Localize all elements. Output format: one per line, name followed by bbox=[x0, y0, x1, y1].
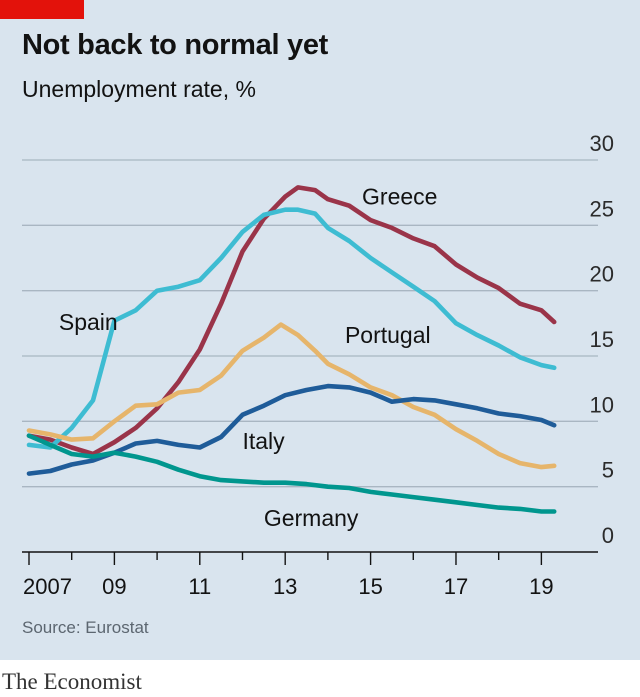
source-note: Source: Eurostat bbox=[22, 618, 149, 637]
x-tick-label: 17 bbox=[444, 574, 468, 599]
brand-logo: The Economist bbox=[2, 669, 142, 694]
series-lines bbox=[26, 185, 557, 514]
x-tick-label: 13 bbox=[273, 574, 297, 599]
x-tick-label: 19 bbox=[529, 574, 553, 599]
series-line-portugal bbox=[26, 322, 557, 470]
y-tick-label: 5 bbox=[602, 458, 614, 483]
y-axis-ticks: 0 5 10 15 20 25 30 bbox=[590, 131, 614, 548]
series-label-italy: Italy bbox=[242, 428, 285, 454]
y-tick-label: 30 bbox=[590, 131, 614, 156]
y-tick-label: 25 bbox=[590, 196, 614, 221]
series-label-spain: Spain bbox=[59, 309, 118, 335]
chart-panel bbox=[0, 0, 640, 660]
series-line-spain bbox=[26, 207, 557, 450]
series-label-germany: Germany bbox=[264, 505, 359, 531]
x-tick-label: 09 bbox=[102, 574, 126, 599]
brand-red-tag bbox=[0, 0, 84, 19]
series-label-greece: Greece bbox=[362, 183, 437, 209]
chart-subtitle: Unemployment rate, % bbox=[22, 76, 256, 102]
y-tick-label: 15 bbox=[590, 327, 614, 352]
y-tick-label: 10 bbox=[590, 392, 614, 417]
y-tick-label: 20 bbox=[590, 262, 614, 287]
series-line-italy bbox=[26, 383, 557, 476]
series-label-portugal: Portugal bbox=[345, 322, 431, 348]
x-tick-label: 11 bbox=[188, 574, 211, 599]
series-line-greece bbox=[26, 185, 557, 457]
y-tick-label: 0 bbox=[602, 523, 614, 548]
series-line-germany bbox=[26, 433, 557, 514]
chart-title: Not back to normal yet bbox=[22, 29, 329, 61]
line-chart: 0 5 10 15 20 25 30 2007 09 11 13 15 17 19 Greece Spai… bbox=[22, 131, 614, 599]
series-labels: Greece Spain Portugal Italy Germany bbox=[59, 183, 438, 530]
x-tick-label: 2007 bbox=[23, 574, 72, 599]
x-axis: 2007 09 11 13 15 17 19 bbox=[22, 551, 598, 599]
x-tick-label: 15 bbox=[358, 574, 382, 599]
